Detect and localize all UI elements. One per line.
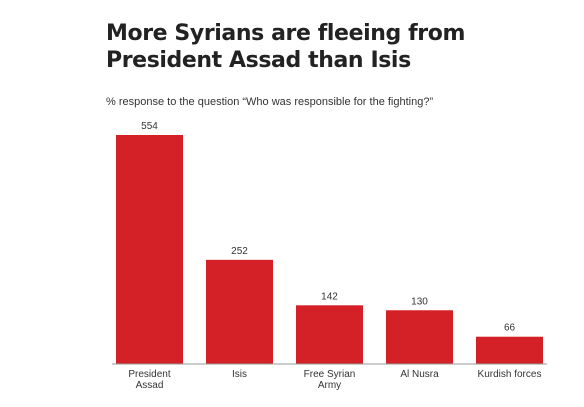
chart-title: More Syrians are fleeing from President … bbox=[106, 21, 465, 73]
data-label: 142 bbox=[321, 291, 338, 302]
category-label: Al Nusra bbox=[400, 369, 439, 380]
data-label: 66 bbox=[504, 323, 516, 334]
category-label: Free Syrian Army bbox=[304, 369, 356, 391]
bar bbox=[476, 336, 543, 364]
data-label: 554 bbox=[141, 121, 158, 132]
bar bbox=[116, 135, 183, 364]
data-label: 130 bbox=[411, 296, 428, 307]
chart-subtitle: % response to the question “Who was resp… bbox=[106, 96, 434, 108]
bar bbox=[386, 310, 453, 364]
data-label: 252 bbox=[231, 246, 248, 257]
category-label: President Assad bbox=[128, 369, 170, 391]
category-label: Isis bbox=[232, 369, 247, 380]
category-label: Kurdish forces bbox=[478, 369, 542, 380]
bar bbox=[206, 259, 273, 364]
bar bbox=[296, 305, 363, 364]
